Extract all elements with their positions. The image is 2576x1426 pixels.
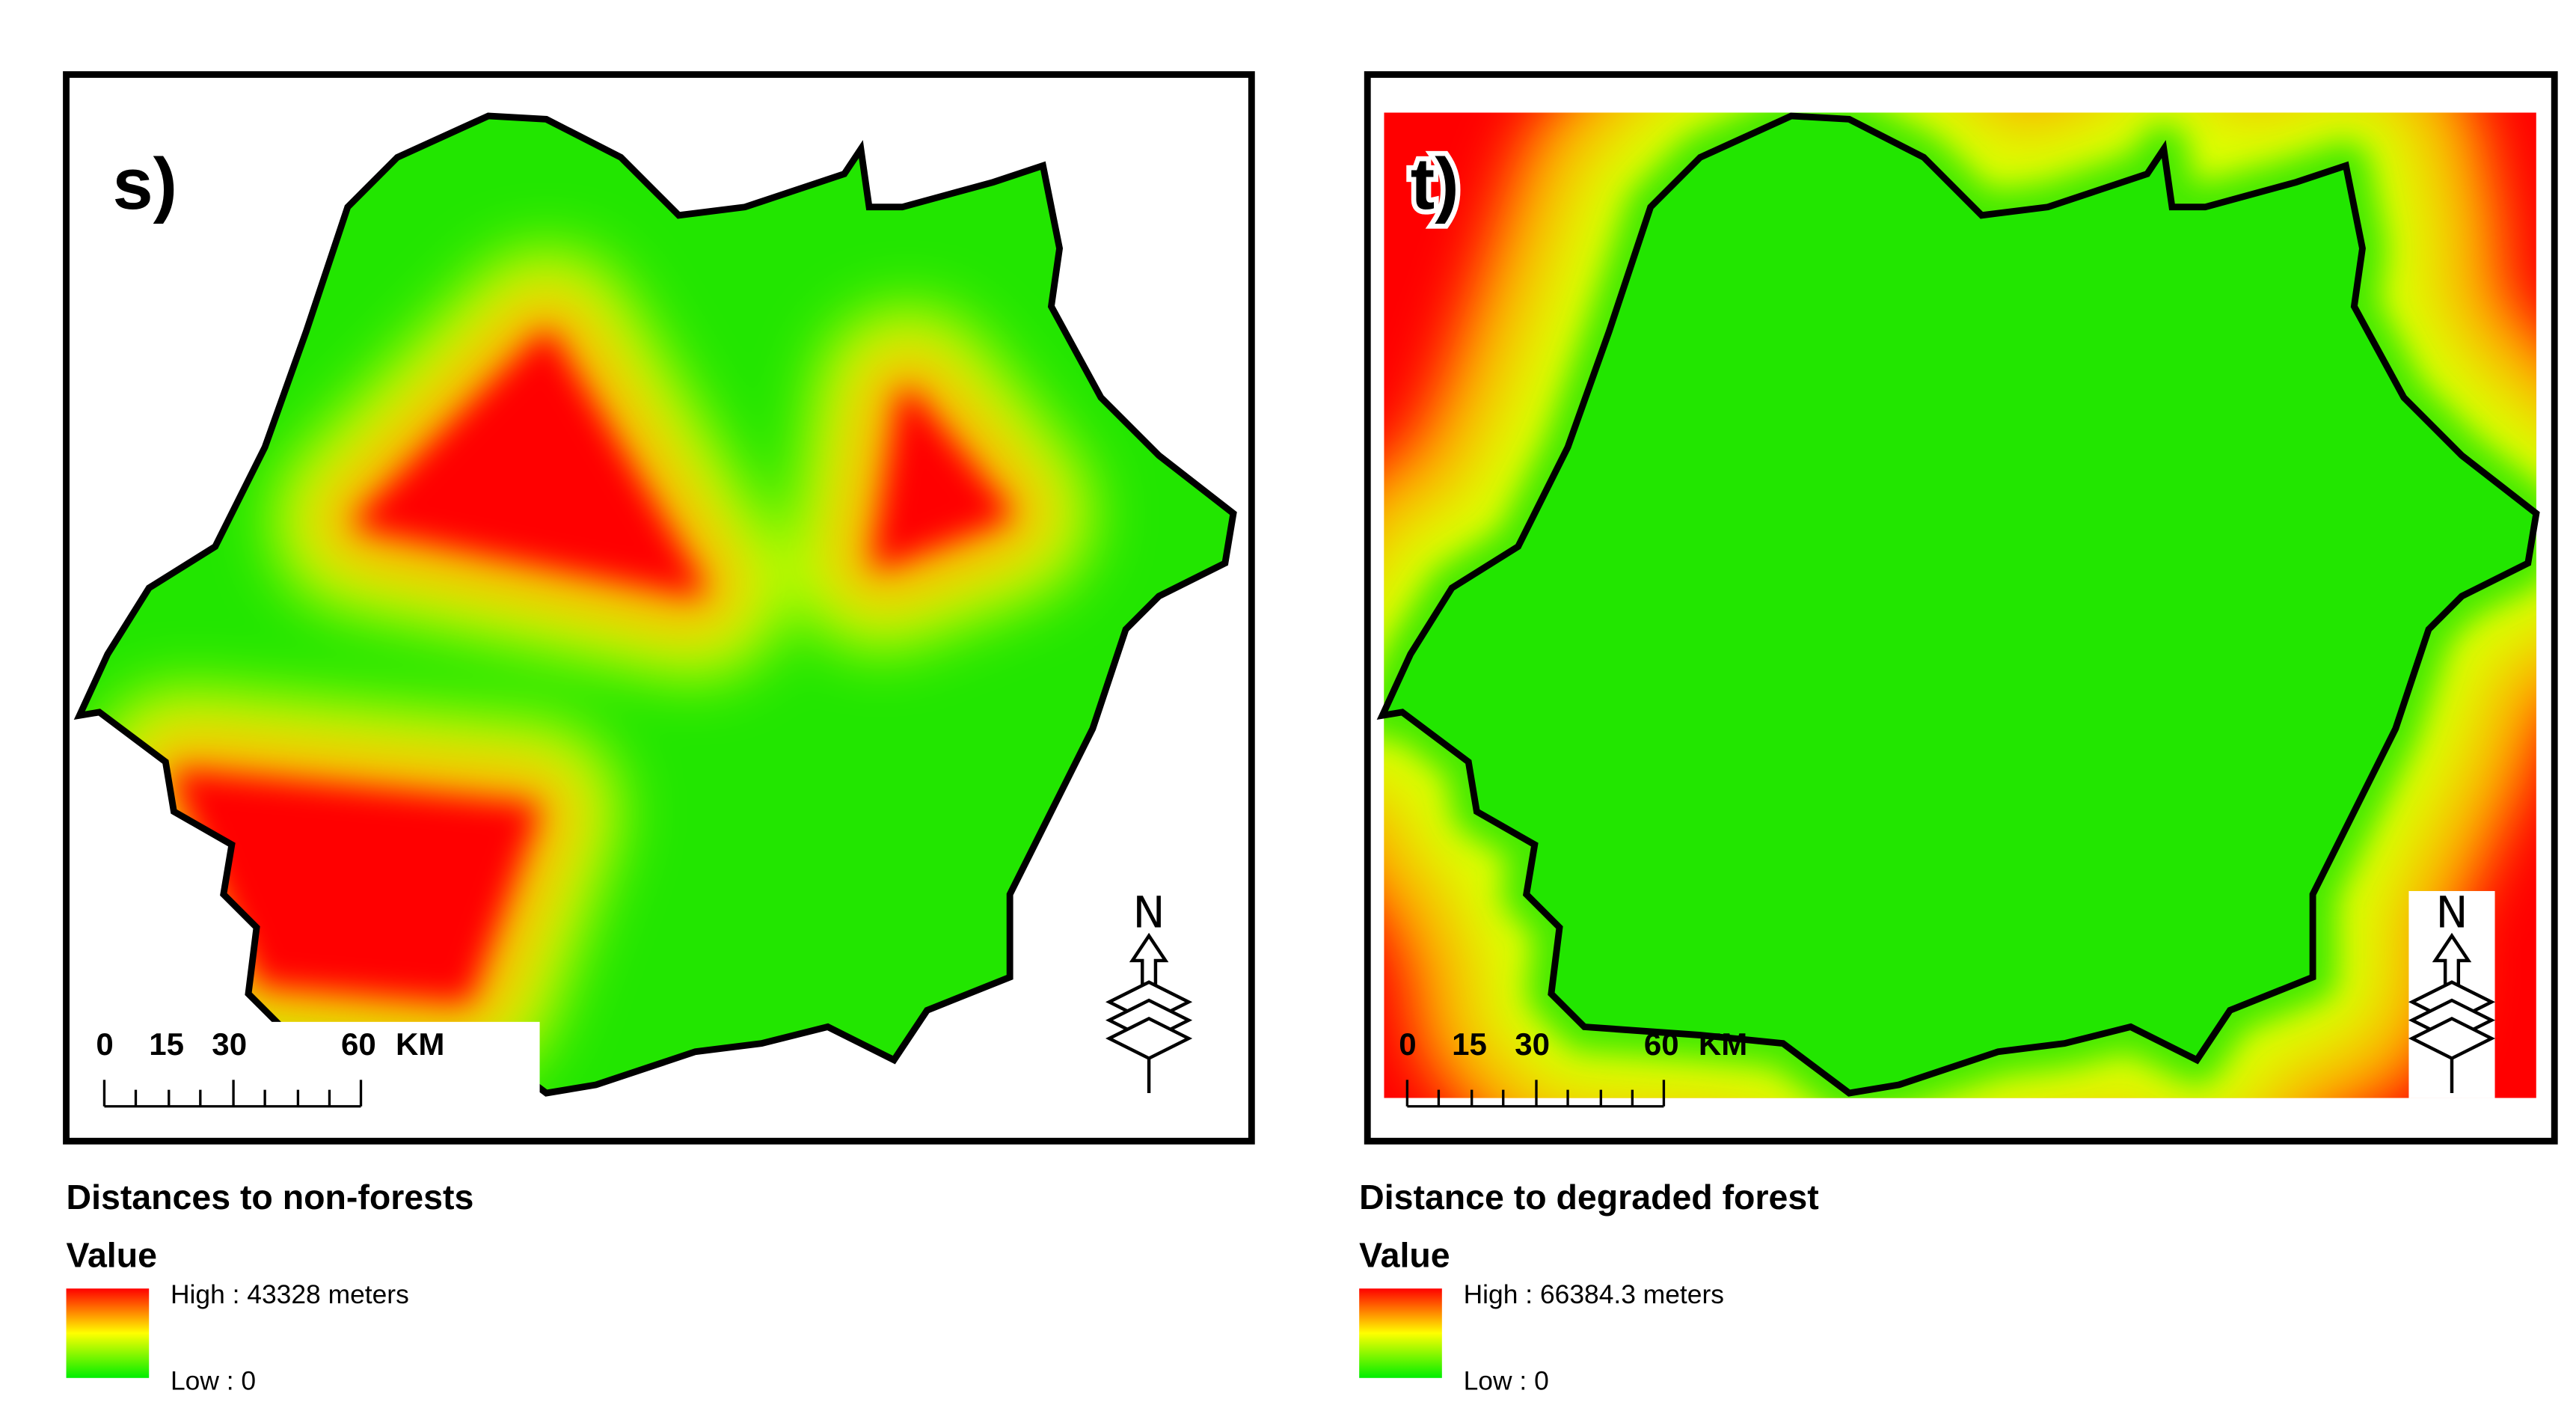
legend-low: Low : 0 bbox=[171, 1365, 256, 1395]
scale-label: 0 bbox=[96, 1026, 113, 1062]
scale-label: 30 bbox=[212, 1026, 247, 1062]
scale-label: KM bbox=[1699, 1026, 1747, 1062]
north-arrow bbox=[1105, 932, 1193, 1094]
legend-ramp bbox=[1359, 1288, 1442, 1378]
scale-box bbox=[79, 1021, 540, 1095]
scale-label: 60 bbox=[341, 1026, 376, 1062]
legend-low: Low : 0 bbox=[1464, 1365, 1549, 1395]
panel-label: t) bbox=[1411, 143, 1459, 224]
scale-label: KM bbox=[396, 1026, 444, 1062]
scale-label: 15 bbox=[1452, 1026, 1487, 1062]
legend-heading: Value bbox=[1359, 1235, 1450, 1274]
raster bbox=[1384, 112, 2536, 1098]
legend-heading: Value bbox=[67, 1235, 157, 1274]
scale-label: 0 bbox=[1399, 1026, 1416, 1062]
scale-bar bbox=[1405, 1080, 1666, 1108]
panel-label: s) bbox=[113, 143, 178, 224]
scale-label: 30 bbox=[1515, 1026, 1550, 1062]
scale-label: 15 bbox=[149, 1026, 184, 1062]
panel-s: s) 0 15 30 60 KM N Distances to non-fore… bbox=[63, 71, 1255, 1395]
north-arrow bbox=[2408, 932, 2496, 1094]
north-label: N bbox=[2435, 888, 2468, 938]
scale-label: 60 bbox=[1644, 1026, 1679, 1062]
panel-t: t) 0 15 30 60 KM N Distance to degraded … bbox=[1359, 71, 2558, 1395]
legend-title: Distances to non-forests bbox=[67, 1178, 474, 1217]
legend-high: High : 43328 meters bbox=[171, 1279, 409, 1309]
scale-bar bbox=[102, 1080, 363, 1108]
legend-ramp bbox=[66, 1288, 150, 1378]
legend-title: Distance to degraded forest bbox=[1359, 1178, 1819, 1217]
north-label: N bbox=[1133, 888, 1165, 938]
legend-high: High : 66384.3 meters bbox=[1464, 1279, 1724, 1309]
